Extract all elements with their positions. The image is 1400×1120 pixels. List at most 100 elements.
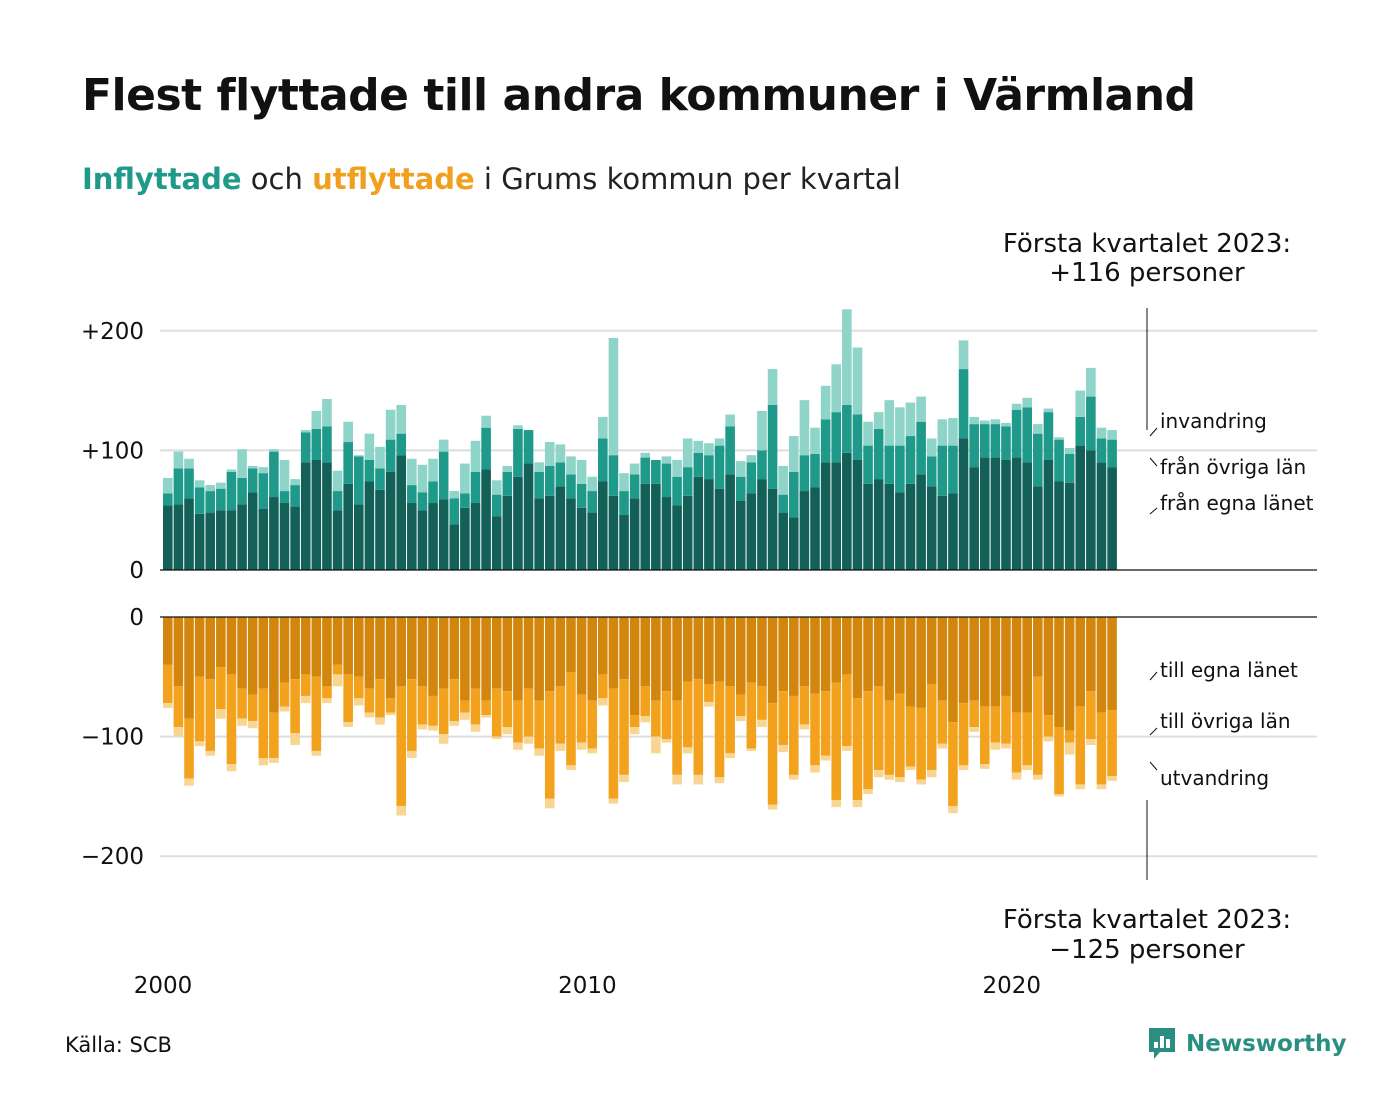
bar-in-från-egna-länet [587,512,597,570]
series-label-leader [1149,671,1158,681]
bar-in-invandring [958,340,969,370]
bar-out-till-övriga-län [375,679,385,718]
series-label-leader [1149,427,1158,437]
bar-in-från-övriga-län [778,494,788,513]
bar-in-från-egna-länet [958,438,969,570]
bar-in-invandring [396,404,407,434]
bar-out-utvandring [417,724,428,730]
bar-out-till-egna-länet [460,617,470,701]
bar-in-från-egna-länet [375,489,385,570]
bar-in-från-övriga-län [1011,409,1022,458]
bar-out-utvandring [353,698,364,706]
bar-in-invandring [979,420,990,425]
bar-out-till-övriga-län [1011,712,1022,773]
bar-in-från-egna-länet [842,452,852,570]
bar-out-till-övriga-län [757,686,767,720]
bar-in-från-egna-länet [173,504,184,570]
bar-in-invandring [1001,422,1011,427]
bar-in-från-övriga-län [735,476,746,501]
bar-in-från-övriga-län [407,485,417,504]
bar-out-till-övriga-län [1064,730,1075,743]
bar-out-utvandring [873,770,884,778]
bar-in-från-övriga-län [619,491,629,515]
bar-in-invandring [290,479,300,486]
bar-in-från-övriga-län [788,471,799,518]
bar-out-utvandring [438,734,449,744]
bar-in-från-övriga-län [884,445,895,484]
bar-in-från-egna-länet [735,500,746,570]
bar-in-invandring [842,309,852,405]
bar-out-utvandring [958,765,969,771]
bar-in-invandring [682,438,693,468]
bar-in-invandring [1033,424,1043,434]
bar-out-till-övriga-län [470,688,481,725]
bar-in-från-övriga-län [364,459,375,482]
bar-in-från-övriga-län [513,428,523,477]
bar-in-från-egna-länet [788,517,799,570]
bar-out-utvandring [216,709,226,719]
bar-out-till-övriga-län [1096,712,1107,785]
bar-in-från-övriga-län [300,432,311,463]
series-label-bottom: till övriga län [1160,709,1291,733]
bar-out-till-egna-länet [491,617,502,689]
bar-in-från-övriga-län [311,428,322,460]
y-tick-label-top: 0 [129,558,144,584]
bar-out-till-övriga-län [481,700,491,716]
y-tick-label-bottom: 0 [129,605,144,631]
bar-out-utvandring [608,798,619,804]
subtitle-inflyttade: Inflyttade [82,162,242,196]
series-label-leader [1149,457,1158,467]
bar-out-till-egna-länet [820,617,831,692]
bar-out-till-övriga-län [1001,695,1011,744]
bar-in-invandring [937,419,948,446]
bar-in-från-övriga-län [226,471,237,511]
chart-subtitle: Inflyttade och utflyttade i Grums kommun… [82,162,901,196]
bar-out-utvandring [990,742,1001,750]
bar-in-invandring [258,467,269,474]
bar-out-utvandring [598,698,608,706]
bar-out-till-egna-länet [332,617,343,665]
bar-in-från-övriga-län [746,462,757,494]
bar-out-till-övriga-län [619,679,629,775]
bar-out-till-egna-länet [1054,617,1064,728]
bar-in-från-egna-länet [990,457,1001,570]
bar-out-till-egna-länet [343,617,353,675]
bar-in-invandring [428,458,438,482]
bar-out-till-övriga-län [895,693,905,778]
bar-out-till-egna-länet [629,617,640,716]
bar-in-från-egna-länet [757,479,767,570]
bar-out-utvandring [863,789,873,795]
bar-out-utvandring [1011,772,1022,780]
bar-in-från-övriga-län [587,491,597,513]
bar-in-från-egna-länet [916,474,926,570]
bar-in-från-egna-länet [438,499,449,570]
bar-in-från-egna-länet [226,510,237,570]
bar-in-från-övriga-län [247,468,258,493]
bar-in-från-övriga-län [842,404,852,453]
bar-out-till-egna-länet [396,617,407,687]
bar-in-från-egna-länet [566,498,576,570]
bar-in-från-egna-länet [778,512,788,570]
bar-out-utvandring [205,750,216,756]
bar-out-till-övriga-län [226,674,237,765]
bar-out-till-övriga-län [491,688,502,737]
bar-in-invandring [322,398,332,427]
bottom-annotation-line1: Första kvartalet 2023: [1003,905,1291,935]
series-labels: invandring från övriga län från egna länet… [1149,409,1314,790]
bar-out-till-egna-länet [735,617,746,695]
bar-in-från-egna-länet [831,462,842,570]
bar-in-från-övriga-län [937,445,948,496]
bar-in-från-egna-länet [300,462,311,570]
bar-out-till-egna-länet [661,617,672,692]
bar-out-till-övriga-län [544,691,555,799]
bar-out-till-övriga-län [216,667,226,710]
bar-in-från-egna-länet [693,476,704,570]
bar-out-till-egna-länet [247,617,258,695]
bar-out-till-övriga-län [810,693,820,766]
bar-out-till-övriga-län [916,707,926,780]
bar-out-till-övriga-län [343,674,353,723]
bar-out-utvandring [1096,784,1107,790]
series-label-top: från egna länet [1160,491,1314,515]
bar-in-invandring [555,444,566,463]
bar-in-från-egna-länet [926,486,937,570]
